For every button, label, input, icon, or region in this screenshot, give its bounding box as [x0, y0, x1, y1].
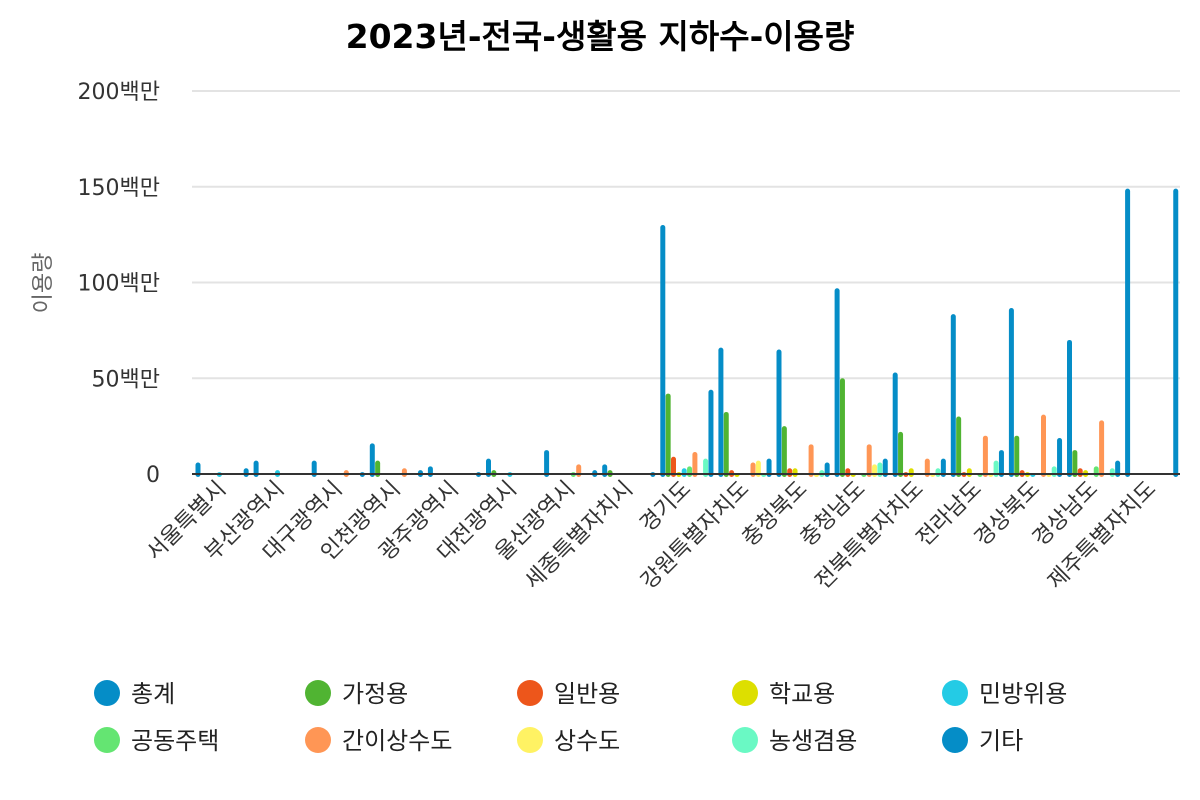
- bar-일반용-경상남도[interactable]: [1077, 468, 1083, 477]
- bar-총계-경상북도[interactable]: [1008, 307, 1014, 477]
- bar-가정용-경상남도[interactable]: [1072, 450, 1078, 477]
- bar-농생겸용-경상남도[interactable]: [1109, 468, 1115, 477]
- legend-item-기타[interactable]: 기타: [942, 727, 1023, 755]
- bar-학교용-전북특별자치도[interactable]: [908, 468, 914, 477]
- legend-marker-icon: [305, 727, 331, 753]
- bar-총계-대구광역시[interactable]: [311, 460, 317, 477]
- bar-기타-전라남도[interactable]: [998, 450, 1004, 477]
- bar-농생겸용-경상북도[interactable]: [1051, 466, 1057, 477]
- bar-일반용-충청남도[interactable]: [845, 468, 851, 477]
- bar-가정용-전라남도[interactable]: [956, 416, 962, 477]
- legend-item-농생겸용[interactable]: 농생겸용: [732, 727, 857, 755]
- legend-marker-icon: [305, 680, 331, 706]
- bar-기타-강원특별자치도[interactable]: [766, 458, 772, 477]
- bar-학교용-충청북도[interactable]: [792, 468, 798, 477]
- bar-기타-전북특별자치도[interactable]: [940, 458, 946, 477]
- y-tick-label: 150백만: [78, 176, 160, 201]
- bar-간이상수도-충청북도[interactable]: [808, 444, 814, 477]
- bar-간이상수도-울산광역시[interactable]: [576, 464, 582, 477]
- bar-가정용-경기도[interactable]: [665, 393, 671, 477]
- legend-label: 학교용: [769, 680, 835, 708]
- legend-label: 민방위용: [979, 680, 1067, 708]
- chart-title: 2023년-전국-생활용 지하수-이용량: [346, 17, 855, 56]
- bar-농생겸용-전북특별자치도[interactable]: [935, 468, 941, 477]
- bar-학교용-전라남도[interactable]: [966, 468, 972, 477]
- bar-가정용-전북특별자치도[interactable]: [898, 431, 904, 477]
- legend-item-학교용[interactable]: 학교용: [732, 680, 835, 708]
- bar-간이상수도-전라남도[interactable]: [982, 435, 988, 477]
- bar-기타-서울특별시[interactable]: [243, 468, 249, 477]
- bar-가정용-강원특별자치도[interactable]: [723, 411, 729, 477]
- legend-item-간이상수도[interactable]: 간이상수도: [305, 727, 452, 755]
- legend-item-민방위용[interactable]: 민방위용: [942, 680, 1067, 708]
- legend-marker-icon: [942, 680, 968, 706]
- legend-label: 농생겸용: [769, 727, 857, 755]
- bar-총계-강원특별자치도[interactable]: [718, 347, 724, 477]
- legend-marker-icon: [517, 727, 543, 753]
- bar-농생겸용-경기도[interactable]: [703, 458, 709, 477]
- bar-총계-광주광역시[interactable]: [427, 466, 433, 477]
- legend-label: 상수도: [554, 727, 620, 755]
- legend-label: 기타: [979, 727, 1023, 755]
- bar-간이상수도-충청남도[interactable]: [866, 444, 872, 477]
- legend-marker-icon: [94, 727, 120, 753]
- legend-label: 공동주택: [131, 727, 219, 755]
- bar-총계-충청북도[interactable]: [776, 349, 782, 477]
- bar-총계-전북특별자치도[interactable]: [892, 372, 898, 477]
- bar-총계-제주특별자치도[interactable]: [1125, 188, 1131, 478]
- bar-농생겸용-전라남도[interactable]: [993, 460, 999, 477]
- bar-상수도-강원특별자치도[interactable]: [755, 460, 761, 477]
- bar-가정용-경상북도[interactable]: [1014, 435, 1020, 477]
- bar-간이상수도-전북특별자치도[interactable]: [924, 458, 930, 477]
- bar-가정용-인천광역시[interactable]: [375, 460, 381, 477]
- bar-총계-충청남도[interactable]: [834, 288, 840, 477]
- legend-marker-icon: [732, 727, 758, 753]
- legend-label: 가정용: [342, 680, 408, 708]
- bar-일반용-충청북도[interactable]: [787, 468, 793, 477]
- legend-item-가정용[interactable]: 가정용: [305, 680, 408, 708]
- bar-총계-울산광역시[interactable]: [544, 450, 550, 477]
- bar-기타-제주특별자치도[interactable]: [1173, 188, 1179, 478]
- legend-label: 간이상수도: [342, 727, 452, 755]
- legend-label: 총계: [131, 680, 175, 708]
- bar-기타-충청남도[interactable]: [882, 458, 888, 477]
- bar-총계-경상남도[interactable]: [1067, 339, 1072, 477]
- bar-공동주택-경상남도[interactable]: [1093, 466, 1099, 477]
- legend-label: 일반용: [554, 680, 620, 708]
- y-tick-label: 50백만: [92, 367, 160, 392]
- legend-marker-icon: [942, 727, 968, 753]
- bar-가정용-충청남도[interactable]: [839, 378, 845, 477]
- legend-item-상수도[interactable]: 상수도: [517, 727, 620, 755]
- bar-기타-경상북도[interactable]: [1057, 437, 1063, 477]
- bar-간이상수도-경상남도[interactable]: [1099, 420, 1105, 477]
- bar-민방위용-경기도[interactable]: [681, 468, 687, 477]
- bar-기타-경상남도[interactable]: [1115, 460, 1121, 477]
- bar-총계-경기도[interactable]: [660, 225, 666, 477]
- legend-item-일반용[interactable]: 일반용: [517, 680, 620, 708]
- bar-총계-인천광역시[interactable]: [369, 443, 375, 477]
- bar-총계-부산광역시[interactable]: [253, 460, 259, 477]
- legend-item-공동주택[interactable]: 공동주택: [94, 727, 219, 755]
- legend-marker-icon: [732, 680, 758, 706]
- y-tick-label: 0: [146, 463, 160, 488]
- bar-공동주택-경기도[interactable]: [687, 466, 693, 477]
- y-axis-title: 이용량: [31, 253, 56, 314]
- bar-총계-대전광역시[interactable]: [486, 458, 491, 477]
- y-tick-label: 200백만: [78, 80, 160, 105]
- bar-가정용-충청북도[interactable]: [781, 426, 787, 477]
- bar-간이상수도-경기도[interactable]: [692, 451, 698, 477]
- legend-item-총계[interactable]: 총계: [94, 680, 175, 708]
- bar-총계-세종특별자치시[interactable]: [602, 464, 608, 477]
- bar-간이상수도-인천광역시[interactable]: [401, 468, 407, 477]
- y-tick-label: 100백만: [78, 272, 160, 297]
- bar-상수도-충청남도[interactable]: [872, 464, 878, 477]
- bar-간이상수도-경상북도[interactable]: [1041, 414, 1046, 477]
- bar-일반용-경기도[interactable]: [671, 456, 676, 477]
- bar-기타-경기도[interactable]: [708, 389, 714, 477]
- bar-총계-전라남도[interactable]: [950, 314, 956, 477]
- legend-marker-icon: [94, 680, 120, 706]
- legend-marker-icon: [517, 680, 543, 706]
